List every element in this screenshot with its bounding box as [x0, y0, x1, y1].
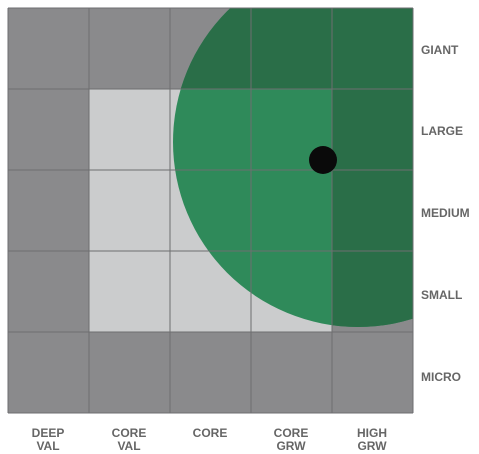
row-label-giant: GIANT [421, 43, 459, 57]
grid-cell [89, 8, 170, 89]
row-label-micro: MICRO [421, 370, 461, 384]
position-dot [309, 146, 337, 174]
overlap-cell [332, 8, 413, 89]
grid-cell [251, 332, 332, 413]
grid-cell [8, 8, 89, 89]
row-label-medium: MEDIUM [421, 206, 470, 220]
overlap-cell [332, 170, 413, 251]
grid-cell [8, 170, 89, 251]
grid-lines [7, 7, 414, 414]
grid-cell [8, 332, 89, 413]
grid-cell [332, 332, 413, 413]
col-label-core: CORE [192, 426, 228, 440]
col-label-deep-val: DEEP VAL [31, 426, 65, 453]
row-label-small: SMALL [421, 288, 463, 302]
grid-cell [89, 170, 170, 251]
grid-cell [89, 332, 170, 413]
grid-cell [170, 332, 251, 413]
overlap-cell [332, 251, 413, 327]
grid-cell [8, 251, 89, 332]
col-label-core-val: CORE VAL [111, 426, 147, 453]
overlap-cell [332, 89, 413, 170]
row-label-large: LARGE [421, 124, 463, 138]
col-label-high-grw: HIGH GRW [357, 426, 387, 453]
col-label-core-grw: CORE GRW [273, 426, 309, 453]
overlap-cell [251, 8, 332, 89]
grid-cell [8, 89, 89, 170]
grid-cell [89, 251, 170, 332]
grid-cell [89, 89, 170, 170]
